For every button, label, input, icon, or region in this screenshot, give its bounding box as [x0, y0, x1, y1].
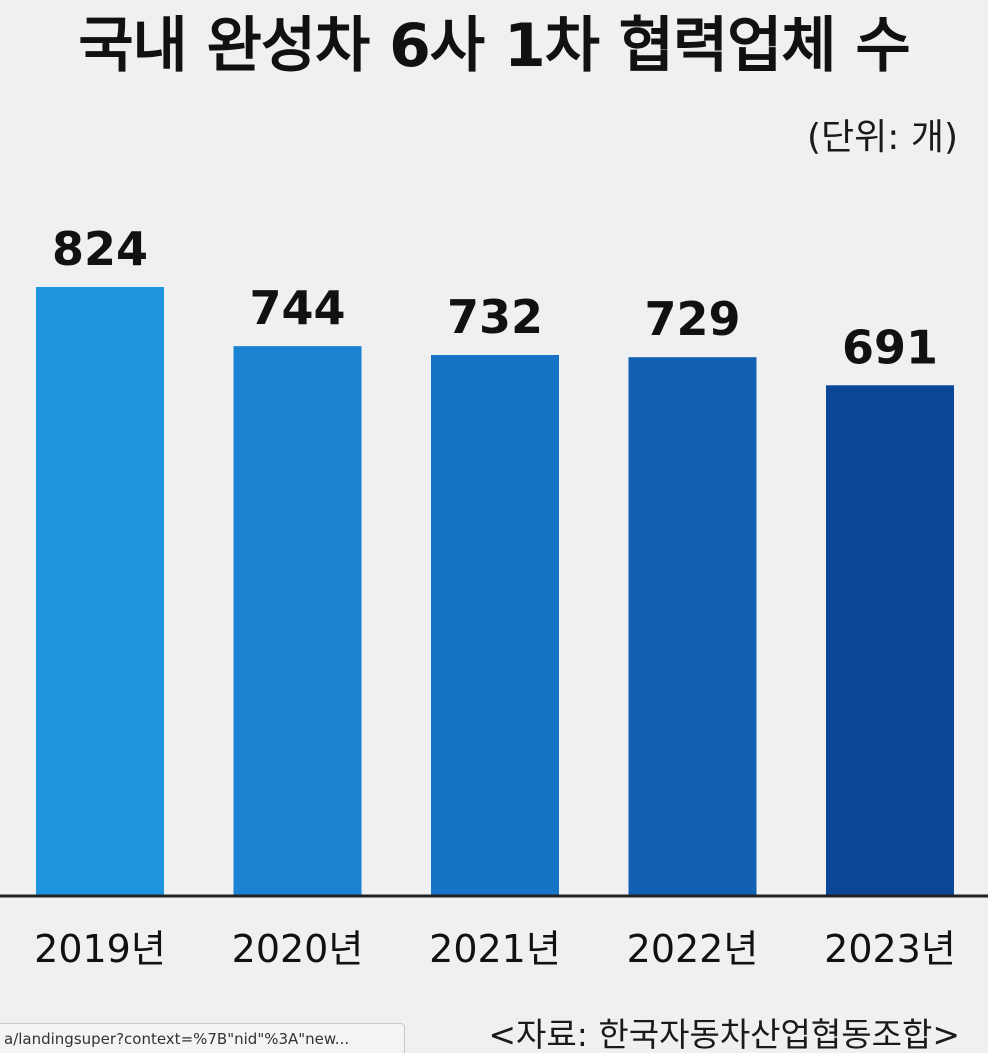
value-label: 691: [842, 320, 938, 374]
bar-chart: 824 2019년 744 2020년 732 2021년 729 2022년 691 2023년: [0, 222, 988, 971]
value-label: 729: [644, 292, 740, 346]
category-label: 2022년: [627, 927, 759, 971]
value-label: 732: [447, 290, 543, 344]
bar-2021년: [431, 354, 559, 897]
bar-2019년: [36, 287, 164, 896]
value-label: 744: [249, 281, 345, 335]
bar-2023년: [826, 385, 954, 896]
bar-2022년: [628, 357, 757, 896]
bar-2020년: [233, 346, 362, 896]
category-label: 2023년: [824, 927, 956, 971]
value-label: 824: [52, 222, 148, 276]
category-label: 2019년: [34, 927, 166, 971]
unit-label: (단위: 개): [806, 117, 958, 158]
status-url-bar: a/landingsuper?context=%7B"nid"%3A"new..…: [0, 1023, 405, 1053]
category-label: 2020년: [232, 927, 364, 971]
category-label: 2021년: [429, 927, 561, 971]
source-note: <자료: 한국자동차산업협동조합>: [488, 1015, 960, 1053]
chart-title: 국내 완성차 6사 1차 협력업체 수: [78, 11, 910, 81]
